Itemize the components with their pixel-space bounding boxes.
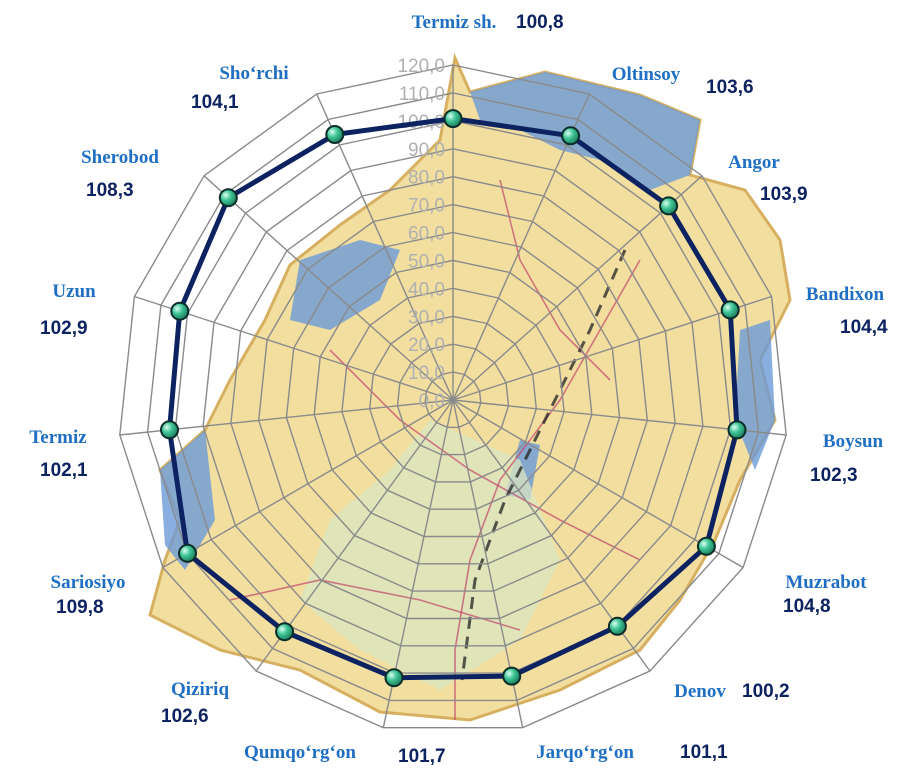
value-label: 102,9 — [40, 318, 88, 339]
category-label: Qumqo‘rg‘on — [244, 742, 356, 763]
value-label: 104,1 — [191, 92, 239, 113]
grid-spoke — [316, 93, 454, 401]
grid-spoke — [162, 399, 454, 569]
data-point-marker — [561, 126, 581, 146]
grid-ring — [119, 64, 787, 729]
value-label: 100,8 — [516, 12, 564, 33]
tick-label: 30,0 — [408, 307, 445, 328]
data-point-marker — [218, 188, 238, 208]
data-point-marker — [178, 543, 197, 563]
map-road — [229, 579, 521, 631]
grid-spoke — [452, 175, 703, 401]
grid-ring — [257, 203, 649, 592]
tick-label: 70,0 — [408, 196, 445, 217]
tick-label: 0,0 — [419, 391, 445, 412]
value-label: 108,3 — [86, 180, 134, 201]
category-label: Muzrabot — [785, 572, 867, 593]
tick-label: 50,0 — [408, 251, 445, 272]
category-label: Qiziriq — [171, 679, 229, 700]
data-point-marker — [170, 301, 190, 321]
data-point-marker — [659, 196, 679, 216]
category-label: Sherobod — [81, 147, 159, 168]
data-point-marker — [443, 109, 463, 129]
grid-spoke — [452, 295, 772, 401]
data-point-marker — [275, 622, 295, 642]
category-label: Uzun — [52, 281, 96, 302]
value-label: 101,7 — [398, 746, 446, 767]
grid-spoke — [452, 399, 744, 569]
category-label: Boysun — [823, 431, 884, 452]
grid-ring — [230, 175, 676, 620]
grid-ring — [174, 120, 732, 674]
grid-ring — [313, 259, 593, 538]
tick-label: 20,0 — [408, 335, 445, 356]
tick-label: 40,0 — [408, 279, 445, 300]
value-label: 104,4 — [840, 317, 888, 338]
category-label: Jarqo‘rg‘on — [536, 742, 634, 763]
grid-ring — [424, 371, 482, 428]
value-label: 109,8 — [56, 597, 104, 618]
category-label: Denov — [674, 681, 726, 702]
map-road — [329, 349, 641, 561]
radar-series — [160, 109, 747, 688]
data-point-marker — [607, 616, 627, 636]
grid-ring — [341, 287, 565, 510]
region-map-background — [148, 52, 792, 722]
value-label: 102,3 — [810, 465, 858, 486]
data-point-marker — [696, 536, 716, 556]
grid-ring — [396, 343, 510, 456]
category-label: Termiz — [29, 427, 87, 448]
category-label: Bandixon — [806, 284, 885, 305]
category-label: Oltinsoy — [612, 64, 681, 85]
category-labels: Termiz sh. 100,8 Oltinsoy 103,6 Angor 103,9 Ba… — [29, 12, 888, 767]
category-label: Sariosiyo — [51, 572, 126, 593]
data-point-marker — [325, 125, 345, 144]
tick-label: 90,0 — [408, 140, 445, 161]
category-label: Angor — [728, 152, 780, 173]
value-label: 103,9 — [760, 184, 808, 205]
value-label: 104,8 — [783, 596, 831, 617]
data-point-marker — [502, 666, 522, 686]
value-label: 103,6 — [706, 77, 754, 98]
radial-tick-labels: 0,0 10,0 20,0 30,0 40,0 50,0 60,0 70,0 80,0 90,0 1… — [397, 56, 445, 412]
category-label: Termiz sh. — [412, 12, 497, 33]
value-label: 101,1 — [680, 742, 728, 763]
value-label: 102,1 — [40, 460, 88, 481]
grid-ring — [368, 315, 538, 483]
data-point-marker — [160, 420, 179, 440]
grid-spoke — [452, 93, 590, 401]
data-point-marker — [720, 300, 740, 320]
grid-spoke — [203, 175, 454, 401]
tick-label: 120,0 — [397, 56, 445, 77]
data-point-marker — [384, 668, 404, 688]
data-point-marker — [727, 420, 747, 440]
series-line — [167, 116, 740, 681]
grid-ring — [146, 92, 760, 702]
grid-ring — [285, 231, 621, 565]
tick-label: 110,0 — [399, 84, 445, 105]
tick-label: 60,0 — [408, 224, 445, 245]
category-label: Sho‘rchi — [219, 63, 288, 84]
value-label: 100,2 — [742, 681, 790, 702]
grid-ring — [202, 148, 704, 647]
value-label: 102,6 — [161, 706, 209, 727]
map-water-shape — [470, 72, 700, 190]
tick-label: 10,0 — [408, 363, 445, 384]
tick-label: 80,0 — [408, 168, 445, 189]
map-road — [454, 259, 641, 720]
